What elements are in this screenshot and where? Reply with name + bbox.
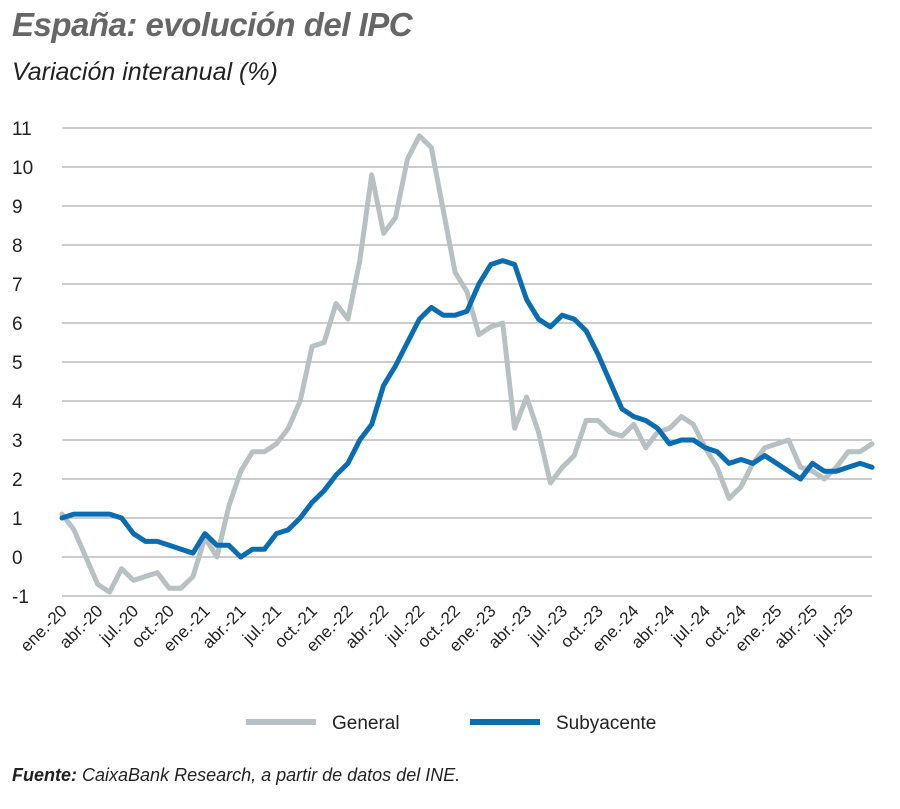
source-text: CaixaBank Research, a partir de datos de…	[82, 765, 461, 785]
x-axis-ticks: ene.-20abr.-20jul.-20oct.-20ene.-21abr.-…	[17, 601, 857, 655]
series-line-general	[59, 133, 875, 595]
legend-label: General	[332, 713, 400, 734]
legend-label: Subyacente	[556, 713, 656, 734]
y-tick-label: 1	[12, 509, 23, 530]
y-tick-label: 11	[12, 119, 32, 140]
chart-subtitle: Variación interanual (%)	[12, 58, 278, 86]
ipc-line-chart: -1 0 1 2 3 4 5 6 7 8 9 10 11 ene.-20abr.-20jul.-20oc…	[12, 119, 875, 734]
x-tick-label: ene.-20	[17, 601, 71, 655]
source-label: Fuente:	[12, 765, 77, 785]
y-tick-label: 3	[12, 431, 23, 452]
legend: General Subyacente	[246, 713, 656, 734]
grid-lines	[62, 127, 872, 597]
y-tick-label: -1	[12, 587, 29, 608]
chart-title: España: evolución del IPC	[12, 6, 413, 43]
y-tick-label: 2	[12, 470, 23, 491]
x-tick-label: jul.-25	[810, 601, 857, 648]
y-tick-label: 0	[12, 548, 23, 569]
y-tick-label: 10	[12, 158, 33, 179]
y-tick-label: 6	[12, 314, 23, 335]
y-tick-label: 9	[12, 197, 23, 218]
y-tick-label: 4	[12, 392, 23, 413]
y-tick-label: 5	[12, 353, 23, 374]
series-line-subyacente	[59, 258, 875, 560]
source-note: Fuente: CaixaBank Research, a partir de …	[12, 765, 460, 786]
y-tick-label: 8	[12, 236, 23, 257]
y-axis-ticks: -1 0 1 2 3 4 5 6 7 8 9 10 11	[12, 119, 33, 608]
series-lines	[59, 133, 875, 595]
y-tick-label: 7	[12, 275, 23, 296]
